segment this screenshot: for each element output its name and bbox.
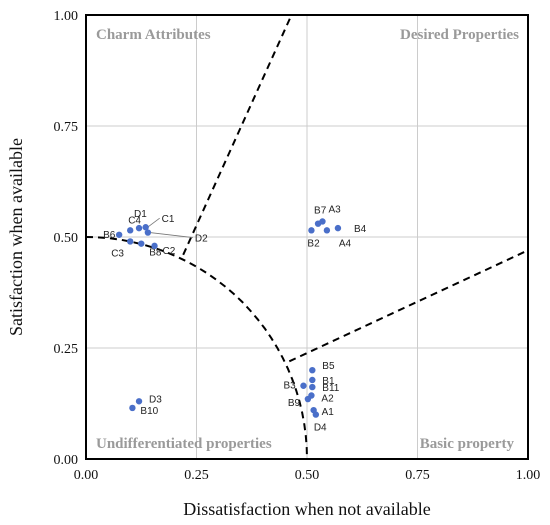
point-label-b7: B7: [314, 206, 327, 217]
point-label-c2: C2: [163, 246, 176, 257]
plot-frame: [85, 14, 529, 460]
point-label-b3: B3: [283, 381, 296, 392]
point-label-b11: B11: [322, 383, 339, 394]
point-label-b6: B6: [103, 230, 116, 241]
point-label-d1: D1: [134, 209, 147, 220]
point-label-b4: B4: [354, 224, 367, 235]
point-label-c3: C3: [111, 248, 124, 259]
data-point-c4: [127, 227, 134, 234]
point-label-b5: B5: [322, 361, 335, 372]
quadrant-label-basic: Basic property: [420, 436, 515, 452]
point-label-b10: B10: [140, 406, 158, 417]
data-point-c2: [151, 242, 158, 250]
x-axis-label: Dissatisfaction when not available: [183, 499, 430, 519]
point-label-b2: B2: [307, 238, 320, 249]
data-point-a3: [319, 218, 326, 225]
boundary-line-lower: [288, 249, 529, 363]
data-point-b10: [129, 404, 136, 412]
point-label-b8: B8: [149, 248, 162, 259]
quadrant-label-undifferentiated: Undifferentiated properties: [96, 436, 272, 452]
x-tick-label: 1.00: [516, 468, 541, 483]
x-tick-labels: 0.00 0.25 0.50 0.75 1.00: [74, 468, 541, 483]
data-point-b1: [309, 376, 316, 384]
y-tick-label: 0.50: [54, 231, 79, 246]
grid-lines: [86, 15, 528, 459]
y-tick-label: 1.00: [54, 9, 79, 24]
x-tick-label: 0.75: [405, 468, 430, 483]
x-tick-label: 0.25: [184, 468, 209, 483]
leader-line: [149, 232, 193, 238]
quadrant-label-desired: Desired Properties: [400, 27, 519, 43]
point-label-d4: D4: [314, 423, 327, 434]
y-tick-label: 0.00: [54, 453, 79, 468]
data-point-d4: [312, 411, 320, 418]
boundary-arc: [85, 236, 308, 460]
point-label-a3: A3: [328, 204, 341, 215]
data-point-d2: [144, 229, 152, 236]
point-label-b1: B1: [322, 376, 335, 387]
data-point-c3: [127, 238, 134, 245]
point-label-a1: A1: [322, 407, 335, 418]
data-point-a4: [323, 227, 331, 234]
data-point-b5: [309, 367, 316, 374]
y-tick-label: 0.75: [54, 120, 79, 135]
data-point-b9: [304, 395, 312, 403]
data-point-d1: [135, 224, 143, 232]
data-point-b2: [308, 227, 315, 234]
point-label-b9: B9: [288, 398, 301, 409]
data-point-d3: [135, 398, 143, 405]
data-point-b11: [309, 383, 316, 391]
data-point-b6: [115, 231, 123, 238]
leader-line: [147, 217, 160, 228]
x-tick-label: 0.00: [74, 468, 99, 483]
point-label-a2: A2: [321, 394, 334, 405]
boundary-line-upper: [182, 14, 293, 256]
data-point-b4: [334, 224, 342, 232]
quadrant-boundaries: [85, 14, 529, 460]
point-label-d3: D3: [149, 394, 162, 405]
point-label-d2: D2: [195, 234, 208, 245]
data-point-c1: [142, 224, 149, 231]
data-point-b8: [138, 240, 145, 247]
quadrant-label-charm: Charm Attributes: [96, 27, 211, 43]
y-axis-label: Satisfaction when available: [6, 138, 26, 336]
x-tick-label: 0.50: [295, 468, 320, 483]
point-label-c1: C1: [162, 214, 175, 225]
y-tick-label: 0.25: [54, 342, 79, 357]
point-label-c4: C4: [128, 215, 141, 226]
data-point-b3: [300, 382, 307, 389]
point-label-a4: A4: [339, 238, 352, 249]
y-tick-labels: 0.00 0.25 0.50 0.75 1.00: [54, 9, 79, 468]
